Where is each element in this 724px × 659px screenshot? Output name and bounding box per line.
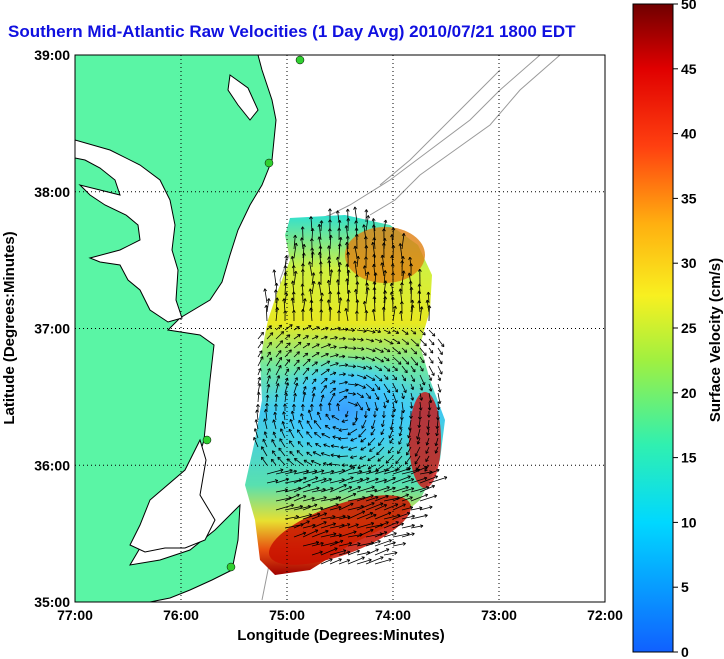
station-marker [264,158,274,168]
colorbar-tick-label: 15 [681,450,697,466]
station-marker [202,435,212,445]
colorbar-label: Surface Velocity (cm/s) [707,258,724,422]
colorbar-tick-label: 45 [681,61,697,77]
map-plot-area [75,55,605,602]
eastern-jet [409,392,441,488]
velocity-arrows [253,206,448,565]
x-tick-label: 76:00 [163,607,199,623]
pamlico-sound [129,438,216,553]
delaware-bay [227,74,259,121]
colorbar-tick-label: 35 [681,190,697,206]
colorbar-tick-label: 10 [681,514,697,530]
central-eddy [265,355,425,465]
station-marker [226,562,236,572]
grid-lines [75,55,605,602]
station-marker [295,55,305,65]
colorbar-tick-label: 30 [681,255,697,271]
y-tick-label: 37:00 [34,321,70,337]
y-tick-label: 39:00 [34,47,70,63]
y-axis-ticks: 39:00 38:00 37:00 36:00 35:00 [34,47,70,610]
x-axis-ticks: 77:00 76:00 75:00 74:00 73:00 72:00 [57,607,623,623]
x-axis-label: Longitude (Degrees:Minutes) [237,627,445,644]
southern-jet [269,495,411,565]
colorbar-tick-label: 20 [681,385,697,401]
colorbar-tick-label: 25 [681,320,697,336]
x-tick-label: 72:00 [587,607,623,623]
colorbar-tick-label: 50 [681,0,697,12]
x-tick-label: 75:00 [269,607,305,623]
x-tick-label: 77:00 [57,607,93,623]
map-title: Southern Mid-Atlantic Raw Velocities (1 … [8,22,576,41]
x-tick-label: 73:00 [481,607,517,623]
velocity-field [245,206,448,575]
colorbar-tick-label: 40 [681,126,697,142]
x-tick-label: 74:00 [375,607,411,623]
radar-stations [202,55,305,572]
y-axis-label: Latitude (Degrees:Minutes) [1,231,18,424]
colorbar-tick-label: 5 [681,579,689,595]
colorbar [632,3,674,653]
map-frame [74,54,606,603]
chesapeake-bay [75,139,183,323]
y-tick-label: 38:00 [34,184,70,200]
colorbar-ticks: 0 5 10 15 20 25 30 35 40 45 50 [673,0,697,659]
colorbar-tick-label: 0 [681,644,689,659]
y-tick-label: 36:00 [34,457,70,473]
y-tick-label: 35:00 [34,594,70,610]
